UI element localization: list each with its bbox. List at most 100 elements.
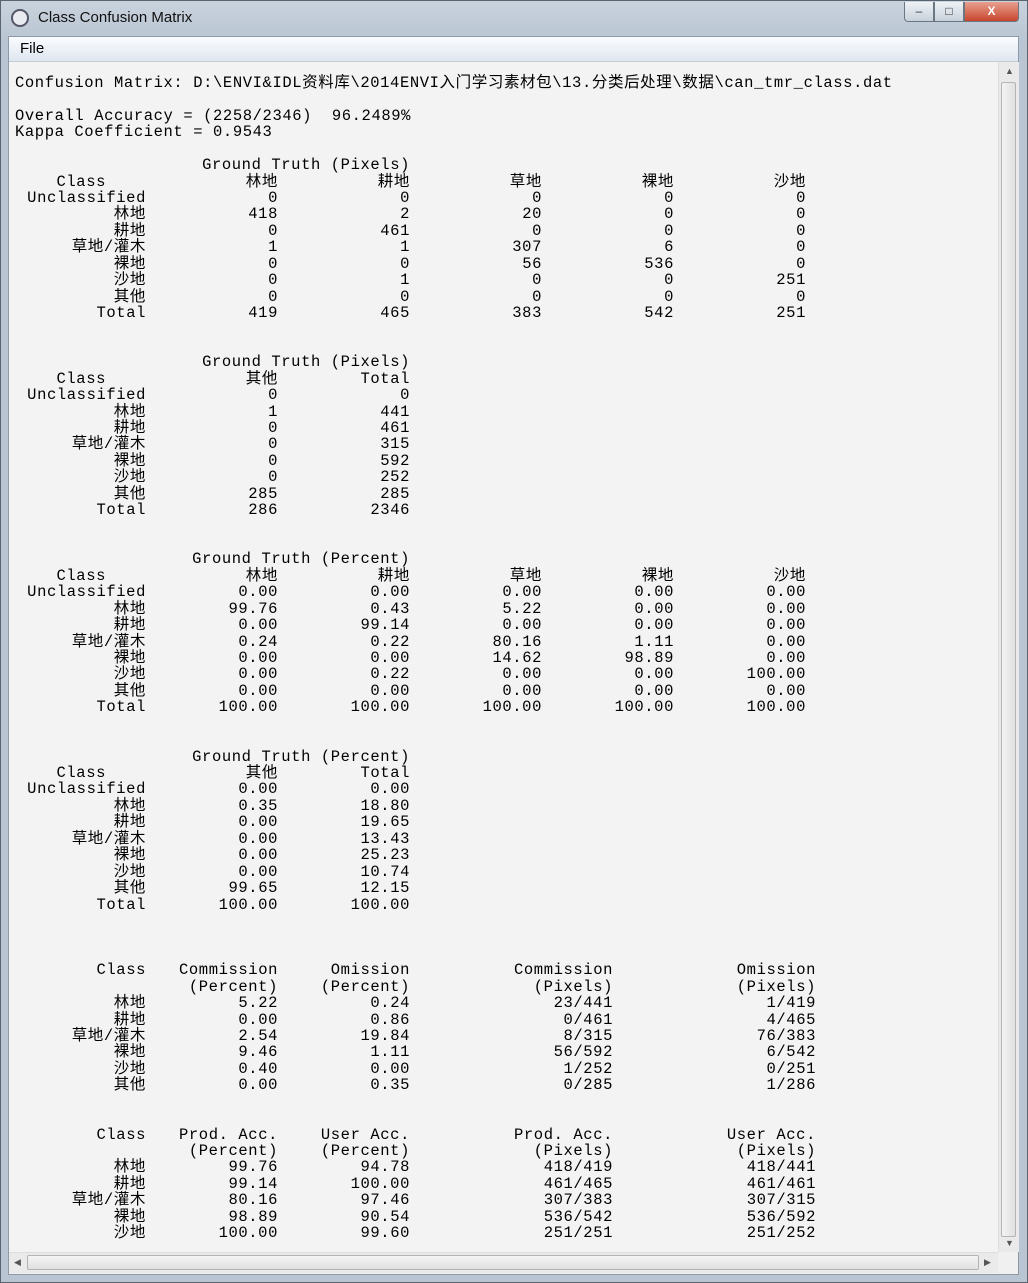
close-button[interactable]: X xyxy=(964,2,1019,22)
row-label: 草地/灌木 xyxy=(71,632,146,651)
matrix-cell: 0 xyxy=(268,386,278,405)
row-label: 其他 xyxy=(113,484,146,503)
matrix-cell: 100.00 xyxy=(350,895,410,914)
column-header: Prod. Acc. xyxy=(178,1125,278,1144)
matrix-cell: 285 xyxy=(380,484,410,503)
matrix-cell: 0.00 xyxy=(634,681,674,700)
matrix-cell: 14.62 xyxy=(492,649,542,668)
column-unit: (Percent) xyxy=(188,1141,278,1160)
matrix-title: Ground Truth (Pixels) xyxy=(202,353,410,372)
vertical-scroll-thumb[interactable] xyxy=(1001,82,1016,1237)
column-header: 林地 xyxy=(245,566,278,585)
accuracy-cell: 97.46 xyxy=(360,1191,410,1210)
scroll-right-icon[interactable]: ▶ xyxy=(984,1257,991,1267)
matrix-cell: 0 xyxy=(268,271,278,290)
row-label: 裸地 xyxy=(113,1043,146,1062)
column-header: 草地 xyxy=(509,566,542,585)
row-label: 草地/灌木 xyxy=(71,435,146,454)
matrix-cell: 0.22 xyxy=(370,632,410,651)
column-header: Commission xyxy=(513,961,613,980)
matrix-cell: 20 xyxy=(522,205,542,224)
matrix-cell: 99.76 xyxy=(228,599,278,618)
matrix-cell: 542 xyxy=(644,304,674,323)
column-header: 耕地 xyxy=(377,566,410,585)
accuracy-cell: 5.22 xyxy=(238,994,278,1013)
accuracy-cell: 80.16 xyxy=(228,1191,278,1210)
accuracy-cell: 1/252 xyxy=(563,1059,613,1078)
class-header: Class xyxy=(56,566,106,585)
horizontal-scroll-thumb[interactable] xyxy=(27,1255,979,1270)
column-unit: (Pixels) xyxy=(533,977,613,996)
column-unit: (Pixels) xyxy=(736,977,816,996)
matrix-cell: 0.00 xyxy=(634,616,674,635)
column-unit: (Pixels) xyxy=(533,1141,613,1160)
vertical-scrollbar[interactable]: ▲ ▼ xyxy=(998,62,1019,1252)
matrix-cell: 0.43 xyxy=(370,599,410,618)
matrix-cell: 592 xyxy=(380,451,410,470)
matrix-cell: 0 xyxy=(664,287,674,306)
matrix-cell: 0 xyxy=(532,189,542,207)
menu-file[interactable]: File xyxy=(20,40,45,57)
matrix-cell: 0 xyxy=(796,254,806,273)
report-text-area[interactable]: Confusion Matrix: D:\ENVI&IDL资料库\2014ENV… xyxy=(9,62,998,1252)
matrix-cell: 100.00 xyxy=(218,698,278,717)
matrix-cell: 0.00 xyxy=(766,632,806,651)
accuracy-cell: 9.46 xyxy=(238,1043,278,1062)
matrix-cell: 80.16 xyxy=(492,632,542,651)
column-header: 裸地 xyxy=(641,566,674,585)
column-header: Omission xyxy=(736,961,816,980)
matrix-cell: 0.00 xyxy=(502,616,542,635)
accuracy-cell: 0.24 xyxy=(370,994,410,1013)
scroll-up-icon[interactable]: ▲ xyxy=(1005,66,1014,76)
class-header: Class xyxy=(56,369,106,388)
matrix-cell: 536 xyxy=(644,254,674,273)
minimize-button[interactable]: – xyxy=(904,2,934,22)
matrix-cell: 0.00 xyxy=(766,599,806,618)
matrix-cell: 0 xyxy=(268,451,278,470)
column-header: 裸地 xyxy=(641,172,674,191)
matrix-cell: 0.00 xyxy=(634,583,674,602)
matrix-cell: 5.22 xyxy=(502,599,542,618)
accuracy-cell: 23/441 xyxy=(553,994,613,1013)
title-bar[interactable]: Class Confusion Matrix – □ X xyxy=(1,1,1027,35)
matrix-cell: 0.00 xyxy=(238,665,278,684)
accuracy-cell: 90.54 xyxy=(360,1207,410,1226)
column-header: User Acc. xyxy=(320,1125,410,1144)
row-label: 草地/灌木 xyxy=(71,238,146,257)
matrix-cell: 0.24 xyxy=(238,632,278,651)
row-label: 裸地 xyxy=(113,649,146,668)
maximize-button[interactable]: □ xyxy=(934,2,964,22)
row-label: 沙地 xyxy=(113,665,146,684)
row-label: 耕地 xyxy=(113,221,146,240)
row-label: 耕地 xyxy=(113,616,146,635)
horizontal-scrollbar[interactable]: ◀ ▶ xyxy=(9,1252,998,1273)
row-label: Unclassified xyxy=(27,386,146,405)
scroll-left-icon[interactable]: ◀ xyxy=(14,1257,21,1267)
row-label: 其他 xyxy=(113,287,146,306)
accuracy-cell: 8/315 xyxy=(563,1026,613,1045)
matrix-cell: 441 xyxy=(380,402,410,421)
matrix-cell: 100.00 xyxy=(746,698,806,717)
overall-accuracy: Overall Accuracy = (2258/2346) 96.2489% xyxy=(15,106,412,125)
accuracy-cell: 418/441 xyxy=(746,1158,816,1177)
matrix-cell: 0 xyxy=(268,221,278,240)
matrix-cell: 286 xyxy=(248,501,278,520)
matrix-cell: 100.00 xyxy=(746,665,806,684)
accuracy-cell: 99.60 xyxy=(360,1224,410,1243)
matrix-cell: 0.00 xyxy=(370,649,410,668)
matrix-cell: 18.80 xyxy=(360,796,410,815)
matrix-cell: 2346 xyxy=(370,501,410,520)
class-header: Class xyxy=(96,1125,146,1144)
scroll-down-icon[interactable]: ▼ xyxy=(1005,1238,1014,1248)
matrix-cell: 100.00 xyxy=(218,895,278,914)
matrix-cell: 0 xyxy=(796,287,806,306)
column-header: User Acc. xyxy=(726,1125,816,1144)
row-label: 耕地 xyxy=(113,813,146,832)
accuracy-cell: 0/251 xyxy=(766,1059,816,1078)
accuracy-cell: 98.89 xyxy=(228,1207,278,1226)
column-header: 林地 xyxy=(245,172,278,191)
matrix-cell: 0.00 xyxy=(502,583,542,602)
accuracy-cell: 76/383 xyxy=(756,1026,816,1045)
matrix-cell: 0 xyxy=(268,419,278,438)
